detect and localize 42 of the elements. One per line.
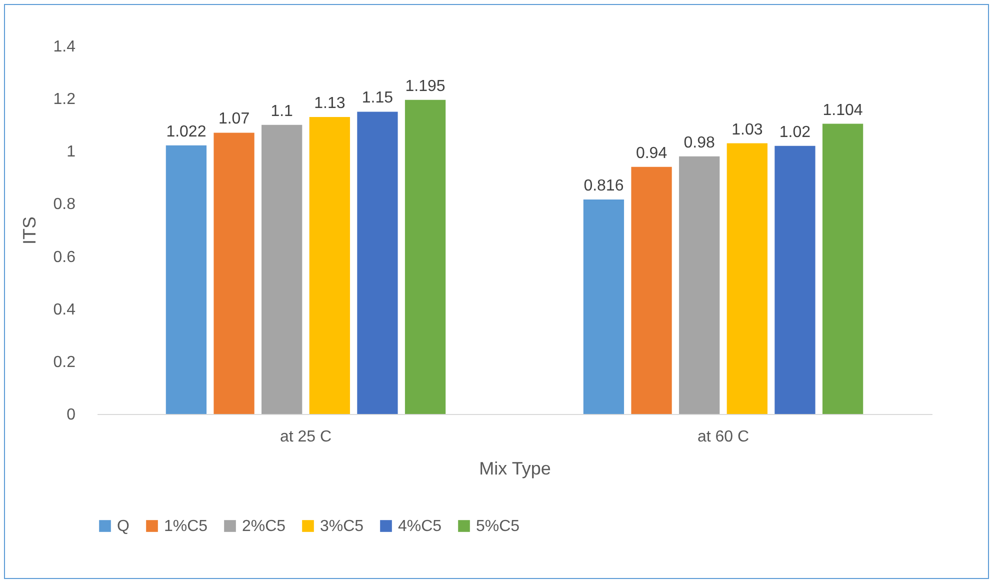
bar	[822, 124, 864, 414]
data-label: 1.022	[166, 123, 206, 140]
data-label: 1.13	[314, 94, 346, 112]
y-tick-label: 1	[66, 144, 76, 161]
x-tick-label: at 60 C	[697, 428, 750, 446]
bar	[166, 145, 207, 414]
y-axis-title: ITS	[19, 216, 40, 245]
data-label: 1.15	[362, 90, 394, 107]
bar	[262, 124, 302, 414]
y-tick-label: 0.4	[53, 301, 76, 318]
legend-label: 4%C5	[398, 518, 442, 535]
y-tick-label: 0.6	[53, 248, 76, 266]
bar	[583, 200, 624, 414]
data-label: 0.98	[684, 134, 716, 152]
data-label: 0.816	[584, 178, 624, 195]
legend-label: 3%C5	[320, 518, 364, 535]
y-tick-label: 1.4	[53, 38, 76, 56]
y-tick-label: 0	[66, 406, 76, 424]
data-label: 1.02	[779, 124, 811, 141]
bar	[679, 156, 720, 414]
data-label: 1.03	[732, 121, 763, 138]
data-label: 1.195	[405, 78, 446, 95]
y-tick-label: 0.8	[53, 196, 76, 214]
legend-label: Q	[117, 518, 130, 535]
x-axis-title: Mix Type	[479, 458, 551, 478]
data-label: 1.07	[218, 110, 250, 128]
y-tick-label: 1.2	[53, 91, 76, 108]
bar	[404, 100, 446, 414]
legend-label: 1%C5	[164, 518, 208, 535]
bar	[357, 112, 398, 414]
bar	[726, 143, 768, 414]
y-tick-label: 0.2	[53, 354, 76, 371]
x-tick-label: at 25 C	[280, 428, 332, 446]
bar	[309, 116, 350, 414]
bar	[774, 146, 816, 414]
legend-label: 5%C5	[476, 518, 520, 535]
data-label: 0.94	[636, 144, 668, 162]
data-label: 1.104	[822, 102, 863, 119]
data-label: 1.1	[270, 102, 294, 120]
bar	[214, 132, 254, 414]
bar	[631, 166, 672, 414]
legend-label: 2%C5	[242, 518, 286, 535]
